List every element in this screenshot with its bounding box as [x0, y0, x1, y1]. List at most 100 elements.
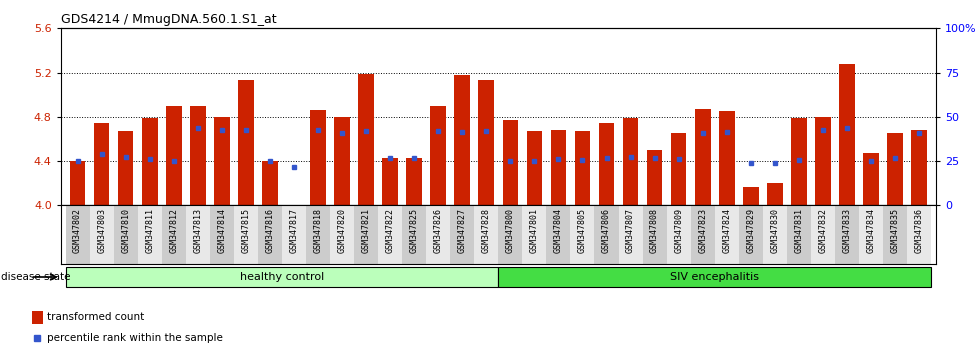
- Text: GSM347830: GSM347830: [770, 208, 779, 253]
- Bar: [66, 205, 89, 264]
- Text: GSM347811: GSM347811: [145, 208, 154, 253]
- Bar: [450, 205, 474, 264]
- Bar: [743, 187, 759, 205]
- Bar: [66, 267, 498, 287]
- Bar: [810, 205, 835, 264]
- Bar: [142, 118, 158, 205]
- Text: transformed count: transformed count: [47, 312, 144, 322]
- Bar: [334, 117, 350, 205]
- Text: GSM347833: GSM347833: [843, 208, 852, 253]
- Bar: [214, 117, 229, 205]
- Text: GSM347809: GSM347809: [674, 208, 683, 253]
- Text: GSM347802: GSM347802: [74, 208, 82, 253]
- Bar: [378, 205, 402, 264]
- Text: GSM347807: GSM347807: [626, 208, 635, 253]
- Bar: [498, 267, 931, 287]
- Text: GSM347812: GSM347812: [170, 208, 178, 253]
- Bar: [551, 130, 566, 205]
- Bar: [455, 75, 470, 205]
- Bar: [863, 153, 879, 205]
- Bar: [234, 205, 258, 264]
- Bar: [714, 205, 739, 264]
- Text: GSM347835: GSM347835: [891, 208, 900, 253]
- Text: GSM347832: GSM347832: [818, 208, 827, 253]
- Bar: [382, 158, 398, 205]
- Bar: [190, 106, 206, 205]
- Bar: [426, 205, 450, 264]
- Bar: [595, 205, 618, 264]
- Bar: [118, 131, 133, 205]
- Bar: [210, 205, 234, 264]
- Bar: [238, 80, 254, 205]
- Bar: [282, 205, 306, 264]
- Bar: [647, 150, 662, 205]
- Bar: [570, 205, 595, 264]
- Bar: [354, 205, 378, 264]
- Text: GSM347817: GSM347817: [289, 208, 299, 253]
- Bar: [89, 205, 114, 264]
- Text: GSM347829: GSM347829: [747, 208, 756, 253]
- Text: GSM347836: GSM347836: [914, 208, 923, 253]
- Bar: [911, 130, 927, 205]
- Bar: [503, 120, 518, 205]
- Bar: [478, 80, 494, 205]
- Bar: [407, 158, 422, 205]
- Text: GSM347828: GSM347828: [482, 208, 491, 253]
- Text: GSM347816: GSM347816: [266, 208, 274, 253]
- Text: GSM347826: GSM347826: [434, 208, 443, 253]
- Bar: [522, 205, 547, 264]
- Text: GSM347806: GSM347806: [602, 208, 611, 253]
- Text: GDS4214 / MmugDNA.560.1.S1_at: GDS4214 / MmugDNA.560.1.S1_at: [61, 13, 276, 26]
- Bar: [114, 205, 138, 264]
- Bar: [359, 74, 374, 205]
- Bar: [739, 205, 762, 264]
- Text: GSM347818: GSM347818: [314, 208, 322, 253]
- Text: GSM347815: GSM347815: [241, 208, 250, 253]
- Bar: [402, 205, 426, 264]
- Text: GSM347803: GSM347803: [97, 208, 106, 253]
- Bar: [599, 124, 614, 205]
- Bar: [186, 205, 210, 264]
- Bar: [883, 205, 907, 264]
- Bar: [719, 111, 735, 205]
- Text: GSM347813: GSM347813: [193, 208, 202, 253]
- Text: GSM347821: GSM347821: [362, 208, 370, 253]
- Bar: [618, 205, 643, 264]
- Bar: [258, 205, 282, 264]
- Text: GSM347801: GSM347801: [530, 208, 539, 253]
- Bar: [762, 205, 787, 264]
- Bar: [94, 124, 110, 205]
- Bar: [162, 205, 186, 264]
- Bar: [574, 131, 590, 205]
- Text: GSM347831: GSM347831: [795, 208, 804, 253]
- Text: healthy control: healthy control: [240, 272, 324, 282]
- Bar: [787, 205, 810, 264]
- Text: GSM347823: GSM347823: [698, 208, 708, 253]
- Bar: [166, 106, 181, 205]
- Text: GSM347808: GSM347808: [650, 208, 660, 253]
- Bar: [474, 205, 498, 264]
- Bar: [330, 205, 354, 264]
- Bar: [306, 205, 330, 264]
- Text: GSM347825: GSM347825: [410, 208, 418, 253]
- Text: percentile rank within the sample: percentile rank within the sample: [47, 332, 222, 343]
- Bar: [70, 161, 85, 205]
- Bar: [887, 133, 903, 205]
- Text: SIV encephalitis: SIV encephalitis: [670, 272, 760, 282]
- Text: disease state: disease state: [1, 272, 71, 282]
- Bar: [839, 64, 855, 205]
- Text: GSM347800: GSM347800: [506, 208, 514, 253]
- Bar: [835, 205, 858, 264]
- Text: GSM347804: GSM347804: [554, 208, 563, 253]
- Bar: [498, 205, 522, 264]
- Bar: [815, 117, 831, 205]
- Text: GSM347820: GSM347820: [337, 208, 347, 253]
- Bar: [31, 311, 43, 324]
- Bar: [138, 205, 162, 264]
- Bar: [430, 106, 446, 205]
- Text: GSM347834: GSM347834: [866, 208, 875, 253]
- Bar: [691, 205, 714, 264]
- Text: GSM347824: GSM347824: [722, 208, 731, 253]
- Bar: [262, 161, 277, 205]
- Bar: [622, 118, 638, 205]
